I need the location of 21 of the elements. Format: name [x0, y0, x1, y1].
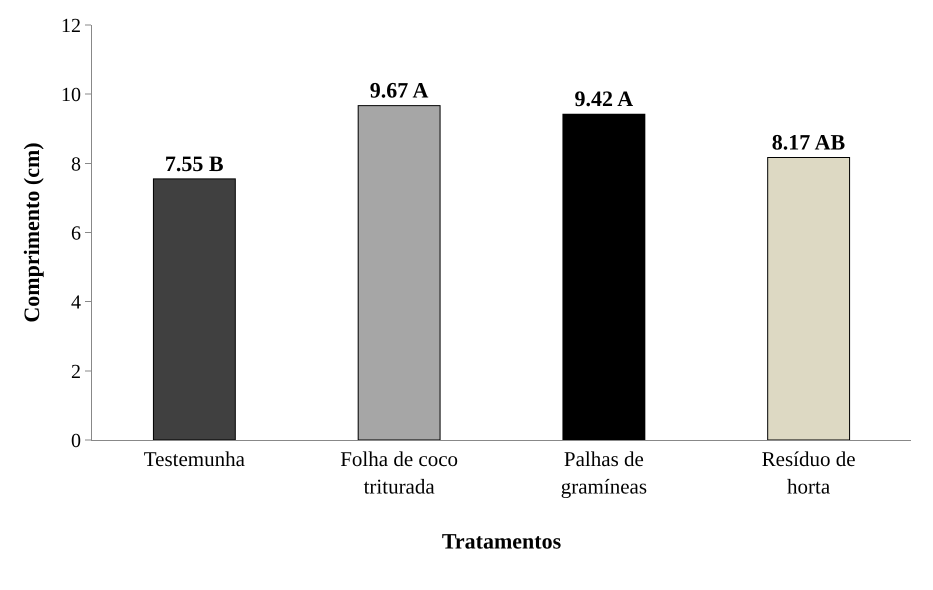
bar: [358, 105, 441, 440]
y-tick-label: 0: [71, 430, 81, 452]
y-tick-label: 4: [71, 292, 81, 314]
x-axis-title: Tratamentos: [442, 528, 562, 554]
data-label: 8.17 AB: [772, 129, 846, 154]
x-tick-label: Folha de coco triturada: [340, 447, 458, 498]
y-tick-label: 8: [71, 153, 81, 176]
y-tick-label: 10: [61, 84, 81, 106]
y-axis-title: Comprimento (cm): [18, 142, 44, 323]
bar: [767, 156, 850, 440]
x-tick-label: Resíduo de horta: [762, 447, 856, 498]
y-tick-label: 12: [61, 15, 81, 37]
bar: [152, 178, 236, 440]
bar: [562, 114, 646, 440]
y-tick-label: 6: [71, 222, 81, 244]
x-tick-label: Testemunha: [144, 447, 246, 472]
x-tick-label: Palhas de gramíneas: [560, 447, 648, 498]
data-label: 9.42 A: [574, 86, 634, 112]
data-label: 9.67 A: [370, 78, 429, 103]
y-tick-label: 2: [71, 360, 81, 383]
data-label: 7.55 B: [164, 150, 224, 176]
